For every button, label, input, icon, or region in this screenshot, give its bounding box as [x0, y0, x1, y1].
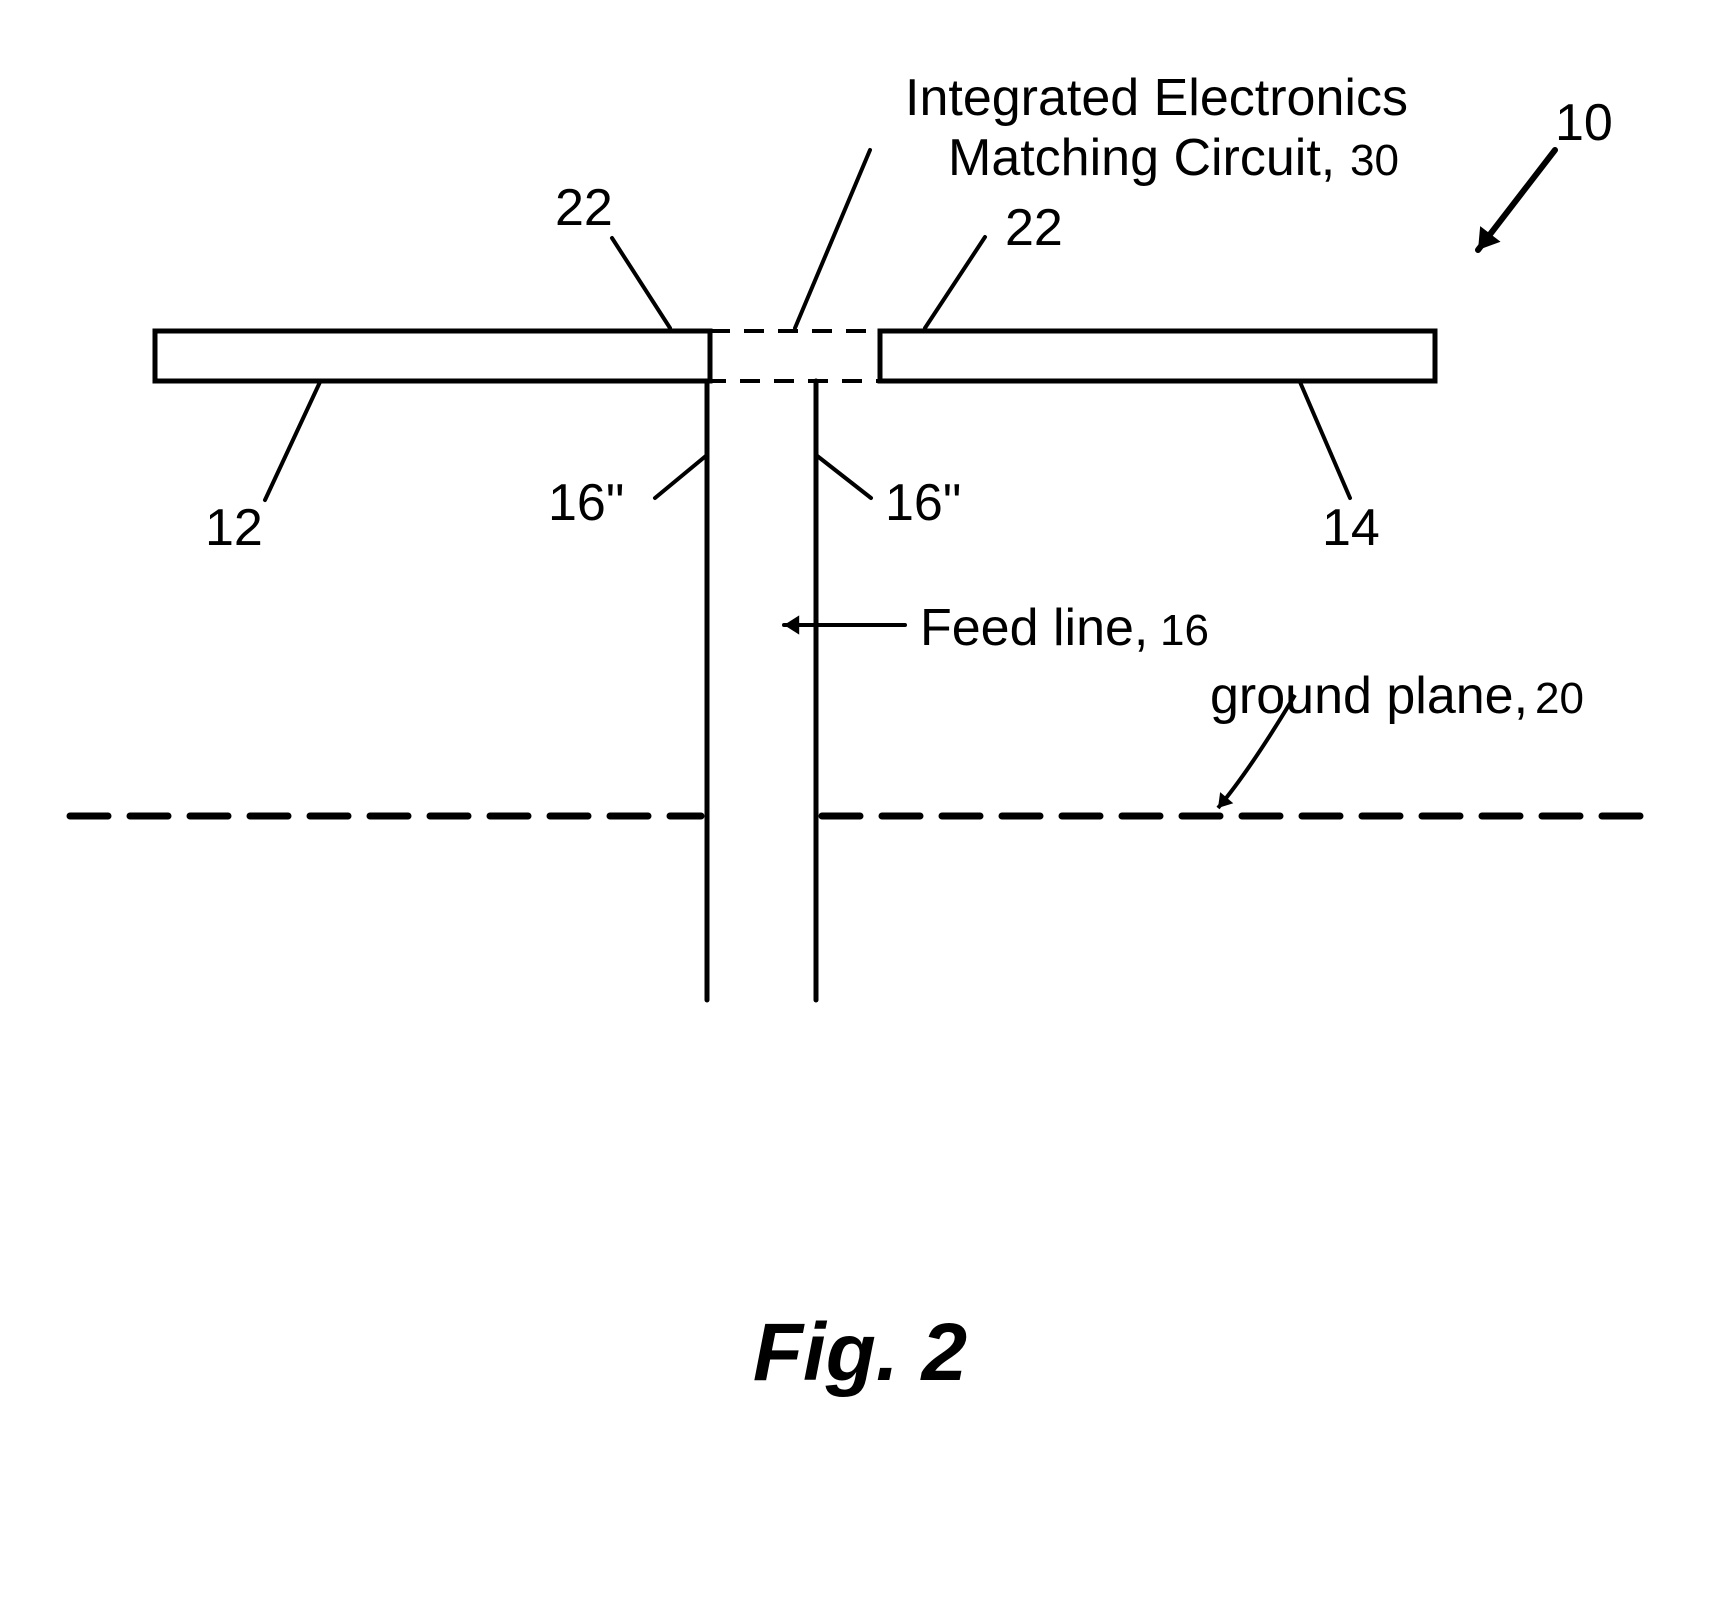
label-feedline: Feed line, — [920, 599, 1148, 657]
label-22b: 22 — [1005, 199, 1063, 257]
label-ground-plane-num: 20 — [1535, 674, 1584, 723]
label-12: 12 — [205, 499, 263, 557]
leader-16a — [655, 455, 707, 498]
label-30: 30 — [1350, 136, 1399, 185]
label-title-line1: Integrated Electronics — [905, 69, 1408, 127]
leader-14 — [1300, 382, 1350, 498]
leader-12 — [265, 382, 320, 500]
label-title-line2: Matching Circuit, — [948, 129, 1335, 187]
dipole-right-arm — [880, 331, 1435, 381]
leader-22a — [612, 238, 670, 328]
dipole-left-arm — [155, 331, 710, 381]
label-feedline-num: 16 — [1160, 606, 1209, 655]
leader-16b — [816, 455, 871, 498]
label-14: 14 — [1322, 499, 1380, 557]
matching-circuit-region — [710, 331, 880, 381]
label-10: 10 — [1555, 94, 1613, 152]
label-16b: 16" — [885, 474, 961, 532]
leader-22b — [925, 237, 985, 328]
leader-30 — [795, 150, 870, 328]
label-22a: 22 — [555, 179, 613, 237]
figure-caption: Fig. 2 — [753, 1307, 967, 1398]
label-ground-plane: ground plane, — [1210, 667, 1528, 725]
label-16a: 16" — [548, 474, 624, 532]
